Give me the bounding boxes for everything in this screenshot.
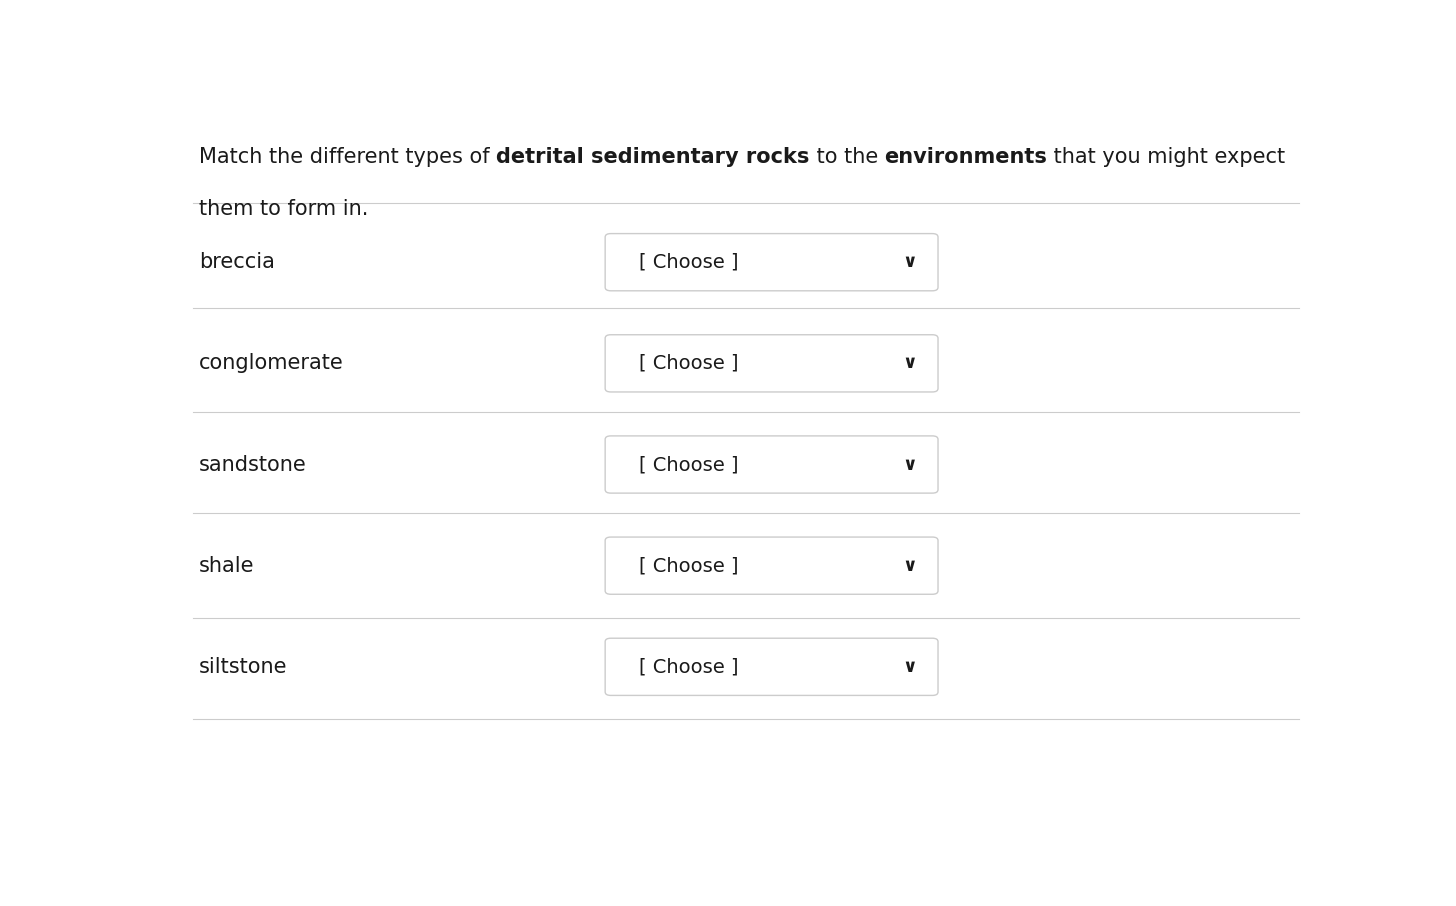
Text: ∨: ∨ xyxy=(903,556,917,574)
Text: ∨: ∨ xyxy=(903,658,917,676)
FancyBboxPatch shape xyxy=(606,537,938,594)
Text: shale: shale xyxy=(199,555,255,575)
FancyBboxPatch shape xyxy=(606,436,938,493)
Text: [ Choose ]: [ Choose ] xyxy=(639,556,738,575)
Text: ∨: ∨ xyxy=(903,253,917,271)
FancyBboxPatch shape xyxy=(606,638,938,696)
Text: ∨: ∨ xyxy=(903,456,917,474)
Text: [ Choose ]: [ Choose ] xyxy=(639,253,738,272)
Text: [ Choose ]: [ Choose ] xyxy=(639,455,738,474)
Text: detrital sedimentary rocks: detrital sedimentary rocks xyxy=(496,147,810,167)
Text: environments: environments xyxy=(884,147,1047,167)
Text: breccia: breccia xyxy=(199,252,275,272)
Text: [ Choose ]: [ Choose ] xyxy=(639,354,738,373)
Text: to the: to the xyxy=(810,147,884,167)
Text: ∨: ∨ xyxy=(903,354,917,372)
Text: siltstone: siltstone xyxy=(199,657,287,677)
Text: Match the different types of: Match the different types of xyxy=(199,147,496,167)
FancyBboxPatch shape xyxy=(606,334,938,392)
Text: sandstone: sandstone xyxy=(199,455,307,475)
Text: that you might expect: that you might expect xyxy=(1047,147,1286,167)
Text: them to form in.: them to form in. xyxy=(199,199,368,219)
Text: [ Choose ]: [ Choose ] xyxy=(639,658,738,676)
FancyBboxPatch shape xyxy=(606,234,938,291)
Text: conglomerate: conglomerate xyxy=(199,353,344,373)
